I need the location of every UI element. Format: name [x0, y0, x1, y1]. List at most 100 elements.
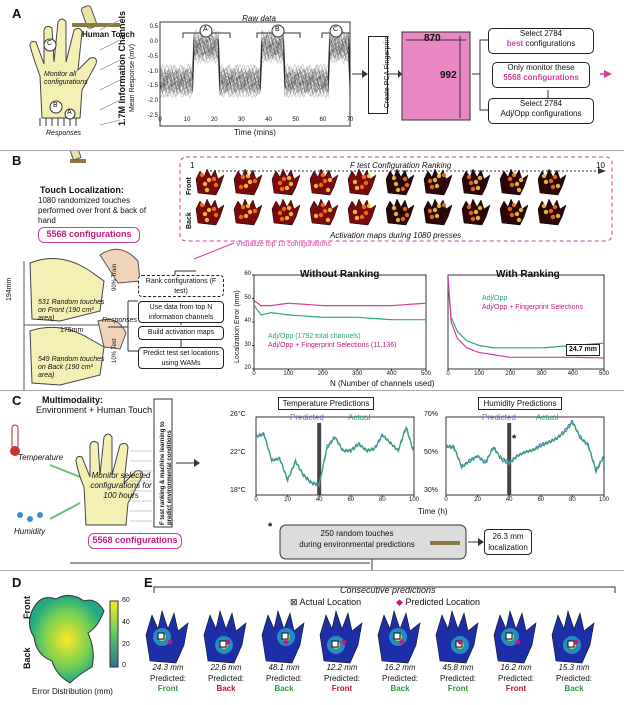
- b2-series-1: [447, 286, 605, 349]
- only-monitor-box: Only monitor these 5568 configurations: [492, 62, 590, 88]
- chart-without-ranking: [252, 274, 427, 371]
- e-predicted-side: Front: [447, 684, 469, 693]
- raw-x-tick: 0: [158, 117, 162, 123]
- phase-c-label: C: [333, 26, 339, 33]
- b2-x-tick: 200: [505, 371, 516, 377]
- c-x-axis-label: Time (h): [418, 507, 448, 516]
- phase-a-marker: [199, 24, 213, 38]
- raw-trace: [159, 41, 351, 95]
- touch-finger-front: [99, 248, 141, 284]
- select-best-emph: best: [506, 39, 524, 48]
- c2-x-tick: 20: [474, 497, 481, 503]
- raw-x-tick: 50: [292, 117, 300, 123]
- panel-b: B Touch Localization: 1080 randomized to…: [0, 150, 624, 391]
- select-best-line1: Select 2784: [519, 29, 563, 38]
- raw-trace: [159, 45, 351, 99]
- raw-y-tick: -0.5: [147, 53, 158, 60]
- raw-trace: [159, 29, 351, 83]
- e-error-label: 24.3 mm: [152, 663, 184, 672]
- select-adj-box: Select 2784 Adj/Opp configurations: [488, 98, 594, 124]
- c1-x-tick: 0: [254, 497, 258, 503]
- b2-x-tick: 0: [446, 371, 450, 377]
- hum-title: Humidity Predictions: [478, 397, 562, 410]
- finger-icon: [80, 5, 98, 29]
- temperature-label: Temperature: [18, 453, 64, 462]
- activation-map: [271, 198, 301, 226]
- e-title: Consecutive predictions: [340, 585, 436, 595]
- hum-y-mid: 50%: [424, 449, 439, 456]
- hum-y-bot: 30%: [424, 487, 439, 494]
- d-caption: Error Distribution (mm): [32, 687, 113, 696]
- e-predicted-label: Predicted:: [323, 674, 361, 683]
- raw-y-tick: 0.5: [149, 24, 158, 30]
- ranking-title: F test Configuration Ranking: [350, 161, 452, 170]
- raw-trace: [159, 45, 351, 99]
- panel-d-graphics: [28, 595, 119, 684]
- ranking-frame: [179, 156, 613, 242]
- touch-localization-desc: 1080 randomized touches performed over f…: [38, 196, 147, 225]
- activation-map: [195, 198, 225, 226]
- raw-y-axis-label: Mean Response (mV): [129, 43, 136, 112]
- prediction-map: [203, 609, 247, 664]
- visualize-label: Visualize top 10 configurations: [236, 241, 331, 248]
- raw-trace: [159, 36, 351, 91]
- activation-map: [499, 198, 529, 226]
- raw-trace: [159, 32, 351, 87]
- c1-x-tick: 60: [347, 497, 355, 503]
- responses-label: Responses: [46, 130, 82, 137]
- star-humidity: *: [512, 433, 517, 445]
- raw-x-tick: 40: [265, 117, 272, 123]
- multimodality-title: Multimodality:: [42, 395, 103, 405]
- activation-map: [233, 198, 263, 226]
- raw-trace: [159, 28, 351, 83]
- predicted-marker: [167, 639, 173, 645]
- e-hand-maps: [145, 609, 595, 664]
- touch-box-line2: during environmental predictions: [299, 540, 415, 549]
- back-hand: [29, 326, 105, 386]
- legend-right-1: Adj/Opp: [482, 295, 508, 302]
- prediction-map: [145, 609, 189, 664]
- legend-left-1: Adj/Opp (1792 total channels): [268, 333, 361, 340]
- e-predicted-label: Predicted:: [381, 674, 419, 683]
- actual-marker: [157, 632, 165, 640]
- raw-trace: [159, 37, 351, 91]
- predicted-marker: [573, 639, 579, 645]
- phase-b-label: B: [275, 26, 280, 33]
- maps-caption: Activation maps during 1080 presses: [330, 231, 462, 240]
- activation-map: [499, 168, 529, 196]
- e-predicted-side: Back: [216, 684, 236, 693]
- configs-badge-b: 5568 configurations: [38, 227, 140, 243]
- panel-a-graphics: [29, 5, 612, 127]
- rank-start: 1: [190, 161, 195, 170]
- raw-trace: [159, 42, 351, 95]
- e-legend-actual: ⊠ Actual Location: [290, 597, 362, 607]
- back-touches-label: 549 Random touches on Back (190 cm² area…: [38, 356, 105, 379]
- configs-badge-c: 5568 configurations: [88, 533, 182, 549]
- activation-map: [461, 198, 491, 226]
- panel-a-letter: A: [12, 6, 22, 21]
- raw-y-tick: -1.0: [147, 68, 158, 75]
- e-legend-predicted: ◆ Predicted Location: [396, 597, 480, 608]
- raw-x-tick: 60: [319, 117, 327, 123]
- error-value-box: 24.7 mm: [566, 344, 600, 356]
- b1-y-tick: 20: [244, 365, 251, 371]
- error-colorbar: [109, 600, 119, 668]
- only-monitor-line2: 5568 configurations: [503, 73, 579, 82]
- raw-trace: [159, 33, 351, 86]
- c2-x-tick: 100: [598, 497, 610, 503]
- prediction-map: [261, 609, 305, 664]
- c1-series-2: [255, 425, 415, 486]
- step-predict: Predict test set locations using WAMs: [138, 347, 224, 369]
- c1-x-tick: 80: [379, 497, 386, 503]
- select-adj-line2: Adj/Opp configurations: [500, 109, 582, 118]
- e-predicted-side: Back: [564, 684, 584, 693]
- raw-y-tick: -2.5: [147, 113, 158, 120]
- raw-trace: [159, 40, 351, 95]
- actual-marker: [393, 632, 401, 640]
- c2-axes: [445, 416, 605, 496]
- hum-legend-pred: Predicted: [482, 413, 516, 422]
- activation-map: [423, 168, 453, 196]
- c2-x-tick: 60: [537, 497, 545, 503]
- select-best-line2: configurations: [525, 39, 576, 48]
- c1-x-tick: 40: [315, 497, 323, 503]
